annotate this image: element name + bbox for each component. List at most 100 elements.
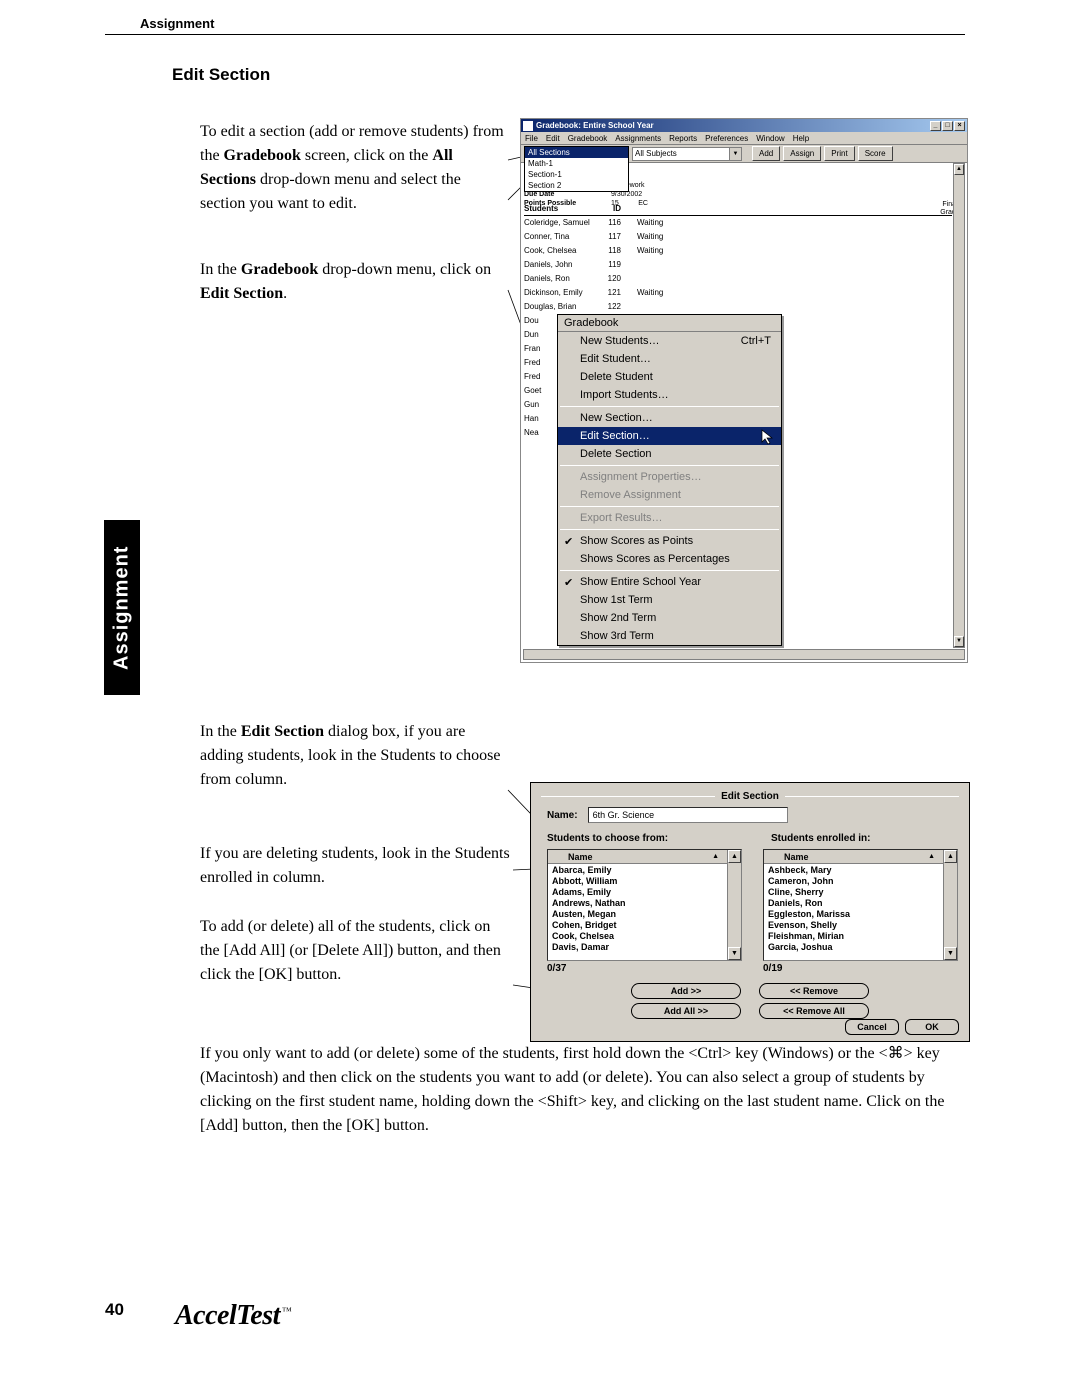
menu-item[interactable]: Edit Section… [558, 427, 781, 445]
remove-button[interactable]: << Remove [759, 983, 869, 999]
table-row[interactable]: Douglas, Brian122 [524, 300, 952, 314]
menu-file[interactable]: File [525, 134, 538, 143]
dialog-title: Edit Section [715, 791, 785, 802]
menu-edit[interactable]: Edit [546, 134, 560, 143]
list-item[interactable]: Cline, Sherry [768, 887, 953, 898]
menu-preferences[interactable]: Preferences [705, 134, 748, 143]
sections-dropdown-list[interactable]: All Sections Math-1 Section-1 Section 2 [524, 146, 629, 192]
add-button[interactable]: Add [752, 146, 780, 161]
cancel-button[interactable]: Cancel [845, 1019, 899, 1035]
list-item[interactable]: Davis, Damar [552, 942, 737, 953]
menubar: File Edit Gradebook Assignments Reports … [521, 132, 967, 145]
menu-item[interactable]: Edit Student… [558, 350, 781, 368]
list-item[interactable]: Eggleston, Marissa [768, 909, 953, 920]
list-item[interactable]: Adams, Emily [552, 887, 737, 898]
list-item[interactable]: Abbott, William [552, 876, 737, 887]
menu-item: Assignment Properties… [558, 468, 781, 486]
gradebook-dropdown-menu: Gradebook New Students…Ctrl+TEdit Studen… [557, 314, 782, 646]
name-label: Name: [547, 810, 578, 821]
list-item[interactable]: Garcia, Joshua [768, 942, 953, 953]
menu-window[interactable]: Window [756, 134, 784, 143]
gradebook-window: Gradebook: Entire School Year _ □ × File… [520, 118, 968, 663]
scroll-down-icon[interactable]: ▼ [944, 947, 957, 960]
table-row[interactable]: Dickinson, Emily121Waiting [524, 286, 952, 300]
scroll-up-icon[interactable]: ▲ [728, 850, 741, 863]
list-item[interactable]: Cook, Chelsea [552, 931, 737, 942]
dropdown-arrow-icon: ▼ [729, 148, 741, 160]
footer-logo: AccelTest™ [175, 1300, 291, 1332]
menu-item[interactable]: New Students…Ctrl+T [558, 332, 781, 350]
list-item[interactable]: Austen, Megan [552, 909, 737, 920]
list-scrollbar[interactable]: ▲ ▼ [943, 850, 957, 960]
edit-section-dialog: Edit Section Name: 6th Gr. Science Stude… [530, 782, 970, 1042]
scroll-down-icon[interactable]: ▼ [728, 947, 741, 960]
menu-item[interactable]: New Section… [558, 409, 781, 427]
minimize-button[interactable]: _ [930, 121, 941, 131]
name-field[interactable]: 6th Gr. Science [588, 807, 788, 823]
menu-item[interactable]: ✔Show Entire School Year [558, 573, 781, 591]
scroll-up-icon[interactable]: ▲ [944, 850, 957, 863]
add-button[interactable]: Add >> [631, 983, 741, 999]
menu-item[interactable]: Show 2nd Term [558, 609, 781, 627]
sections-dd-item[interactable]: Section 2 [525, 180, 628, 191]
enrolled-in-list[interactable]: Name ▲ Ashbeck, MaryCameron, JohnCline, S… [763, 849, 958, 961]
menu-separator [560, 529, 779, 530]
list-item[interactable]: Daniels, Ron [768, 898, 953, 909]
list-item[interactable]: Evenson, Shelly [768, 920, 953, 931]
list-scrollbar[interactable]: ▲ ▼ [727, 850, 741, 960]
list-item[interactable]: Cameron, John [768, 876, 953, 887]
menu-item: Export Results… [558, 509, 781, 527]
menu-item[interactable]: ✔Show Scores as Points [558, 532, 781, 550]
scroll-up-icon[interactable]: ▲ [954, 164, 964, 175]
menu-separator [560, 465, 779, 466]
scroll-down-icon[interactable]: ▼ [954, 636, 964, 647]
print-button[interactable]: Print [824, 146, 854, 161]
menu-item[interactable]: Delete Student [558, 368, 781, 386]
table-row[interactable]: Coleridge, Samuel116Waiting [524, 216, 952, 230]
menu-gradebook[interactable]: Gradebook [568, 134, 608, 143]
list-item[interactable]: Ashbeck, Mary [768, 865, 953, 876]
horizontal-scrollbar[interactable] [523, 649, 965, 660]
right-count: 0/19 [763, 963, 782, 974]
menu-separator [560, 506, 779, 507]
menu-help[interactable]: Help [793, 134, 809, 143]
list-item[interactable]: Andrews, Nathan [552, 898, 737, 909]
col-students: Students [524, 204, 602, 213]
left-count: 0/37 [547, 963, 566, 974]
menu-separator [560, 570, 779, 571]
table-row[interactable]: Daniels, Ron120 [524, 272, 952, 286]
window-title: Gradebook: Entire School Year [536, 121, 654, 130]
menu-reports[interactable]: Reports [669, 134, 697, 143]
page-number: 40 [105, 1300, 124, 1320]
menu-item[interactable]: Show 1st Term [558, 591, 781, 609]
sections-dd-item[interactable]: Section-1 [525, 169, 628, 180]
menu-assignments[interactable]: Assignments [615, 134, 661, 143]
table-row[interactable]: Conner, Tina117Waiting [524, 230, 952, 244]
score-button[interactable]: Score [858, 146, 893, 161]
menu-item[interactable]: Show 3rd Term [558, 627, 781, 645]
subjects-combo[interactable]: All Subjects ▼ [632, 147, 742, 161]
choose-from-header: Students to choose from: [547, 833, 668, 844]
window-titlebar: Gradebook: Entire School Year _ □ × [521, 119, 967, 132]
menu-item[interactable]: Import Students… [558, 386, 781, 404]
remove-all-button[interactable]: << Remove All [759, 1003, 869, 1019]
dialog-title-row: Edit Section [541, 789, 959, 803]
add-all-button[interactable]: Add All >> [631, 1003, 741, 1019]
assign-button[interactable]: Assign [783, 146, 821, 161]
sections-dd-item[interactable]: Math-1 [525, 158, 628, 169]
col-name: Name [784, 852, 809, 862]
choose-from-list[interactable]: Name▲ Abarca, EmilyAbbott, WilliamAdams,… [547, 849, 742, 961]
ok-button[interactable]: OK [905, 1019, 959, 1035]
list-item[interactable]: Fleishman, Mirian [768, 931, 953, 942]
table-row[interactable]: Cook, Chelsea118Waiting [524, 244, 952, 258]
maximize-button[interactable]: □ [942, 121, 953, 131]
sections-dd-item[interactable]: All Sections [525, 147, 628, 158]
sort-icon: ▲ [928, 853, 935, 860]
close-button[interactable]: × [954, 121, 965, 131]
menu-item[interactable]: Shows Scores as Percentages [558, 550, 781, 568]
vertical-scrollbar[interactable]: ▲ ▼ [953, 163, 965, 648]
list-item[interactable]: Abarca, Emily [552, 865, 737, 876]
list-item[interactable]: Cohen, Bridget [552, 920, 737, 931]
menu-item[interactable]: Delete Section [558, 445, 781, 463]
table-row[interactable]: Daniels, John119 [524, 258, 952, 272]
